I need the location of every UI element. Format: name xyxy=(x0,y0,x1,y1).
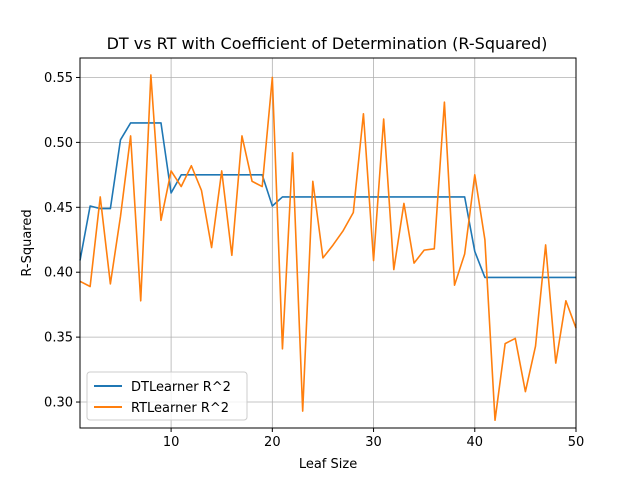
y-tick-label: 0.50 xyxy=(44,136,73,151)
y-tick-label: 0.45 xyxy=(44,201,73,216)
chart-title: DT vs RT with Coefficient of Determinati… xyxy=(107,34,548,53)
x-tick-label: 50 xyxy=(568,435,585,450)
x-tick-label: 40 xyxy=(467,435,484,450)
y-tick-label: 0.35 xyxy=(44,331,73,346)
y-tick-label: 0.55 xyxy=(44,71,73,86)
legend-label-rtlearner: RTLearner R^2 xyxy=(131,401,229,416)
grid-lines xyxy=(80,58,577,428)
axis-ticks: 10 20 30 40 50 0.30 0.35 0.40 0.45 0.50 0.55 xyxy=(44,71,584,450)
series-line-dtlearner xyxy=(79,122,576,279)
series-line-rtlearner xyxy=(79,74,577,422)
x-tick-label: 30 xyxy=(365,435,382,450)
y-tick-label: 0.30 xyxy=(44,396,73,411)
x-tick-label: 20 xyxy=(264,435,281,450)
y-axis-label: R-Squared xyxy=(20,209,35,276)
y-tick-label: 0.40 xyxy=(44,266,73,281)
series-lines xyxy=(79,74,577,422)
x-axis-label: Leaf Size xyxy=(299,457,357,472)
legend: DTLearner R^2 RTLearner R^2 xyxy=(86,371,248,421)
x-tick-label: 10 xyxy=(163,435,180,450)
legend-label-dtlearner: DTLearner R^2 xyxy=(131,380,231,395)
plot-frame xyxy=(79,57,577,429)
plot-area-background xyxy=(80,58,576,428)
legend-box xyxy=(86,371,248,421)
